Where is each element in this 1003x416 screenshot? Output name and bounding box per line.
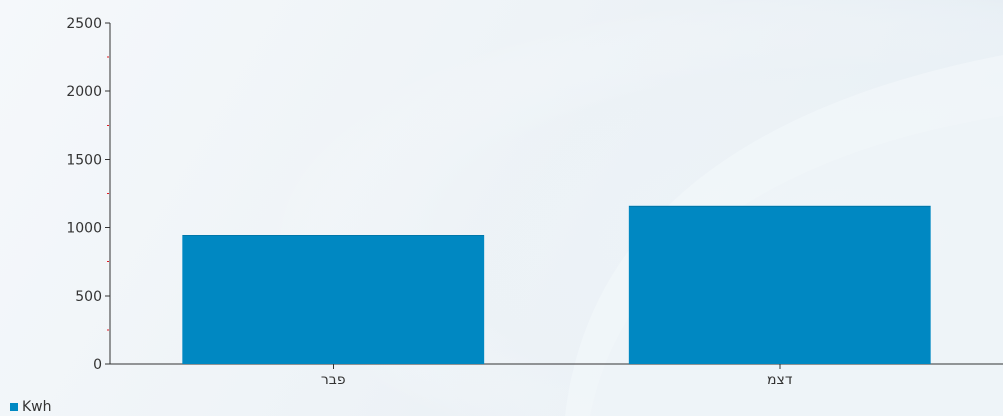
y-tick-label-0: 0 [93, 357, 102, 373]
x-tick-label-1: דצמ [767, 372, 793, 388]
y-tick-label-4: 2000 [66, 84, 102, 100]
labels-group: 0 500 1000 1500 2000 2500 פבר דצמ [66, 16, 792, 388]
bar-1 [628, 205, 931, 364]
y-tick-label-1: 500 [75, 289, 102, 305]
legend: Kwh [10, 399, 52, 415]
legend-swatch [10, 403, 18, 411]
y-tick-label-5: 2500 [66, 16, 102, 32]
y-tick-label-2: 1000 [66, 221, 102, 237]
bars-group [182, 205, 931, 364]
x-tick-label-0: פבר [321, 372, 346, 388]
legend-label: Kwh [22, 399, 52, 415]
y-tick-label-3: 1500 [66, 152, 102, 168]
bar-0 [182, 235, 485, 364]
